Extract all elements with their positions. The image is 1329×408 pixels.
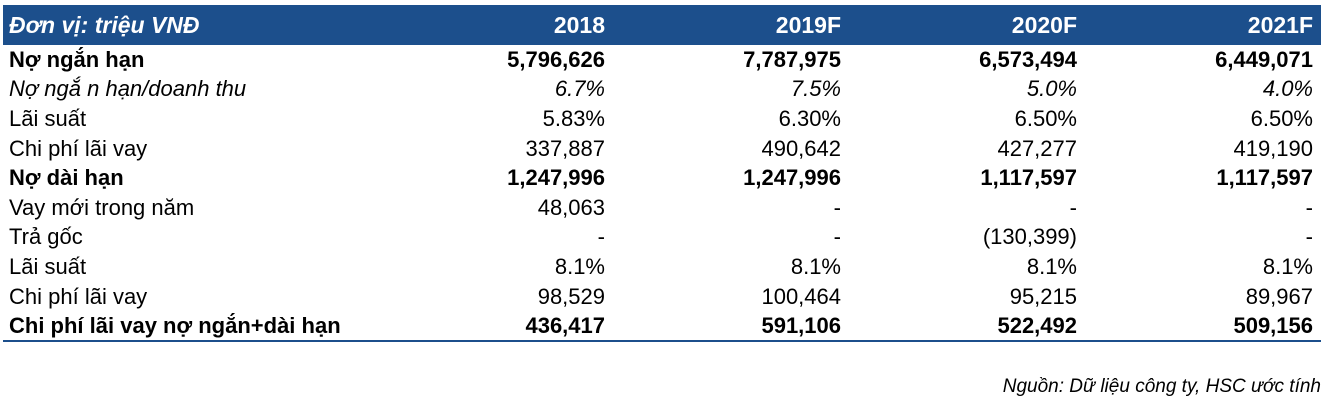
cell-value: 337,887 (525, 135, 605, 161)
cell-value: 98,529 (537, 283, 605, 309)
table-row-short-term-debt-to-revenue: Nợ ngắ n hạn/doanh thu 6.7% 7.5% 5.0% 4.… (3, 75, 1321, 105)
cell-value: 89,967 (1245, 283, 1313, 309)
cell-value: 8.1% (790, 253, 841, 279)
cell-value: 591,106 (613, 311, 849, 342)
unit-label: Đơn vị: triệu VNĐ (9, 11, 200, 38)
cell-value: - (597, 224, 605, 250)
cell-value: - (1305, 194, 1313, 220)
cell-value: - (833, 194, 841, 220)
row-label: Chi phí lãi vay (9, 283, 148, 309)
cell-value: - (1069, 194, 1077, 220)
table-row-total-interest: Chi phí lãi vay nợ ngắn+dài hạn 436,417 … (3, 311, 1321, 342)
cell-value: 419,190 (1233, 135, 1313, 161)
cell-value: 4.0% (1262, 76, 1313, 102)
row-label: Vay mới trong năm (9, 194, 195, 220)
table-row-short-term-rate: Lãi suất 5.83% 6.30% 6.50% 6.50% (3, 104, 1321, 134)
cell-value: 95,215 (1009, 283, 1077, 309)
cell-value: 48,063 (537, 194, 605, 220)
cell-value: 5.0% (1026, 76, 1077, 102)
year-header-2018: 2018 (553, 11, 605, 38)
cell-value: 8.1% (554, 253, 605, 279)
cell-value: 490,642 (761, 135, 841, 161)
cell-value: 1,247,996 (507, 165, 605, 191)
row-label: Lãi suất (9, 253, 87, 279)
row-label: Chi phí lãi vay nợ ngắn+dài hạn (3, 311, 453, 342)
cell-value: 7.5% (790, 76, 841, 102)
cell-value: 100,464 (761, 283, 841, 309)
cell-value: 6.50% (1014, 105, 1077, 131)
cell-value: 436,417 (453, 311, 613, 342)
cell-value: 509,156 (1085, 311, 1321, 342)
cell-value: 6.50% (1250, 105, 1313, 131)
table-row-long-term-debt: Nợ dài hạn 1,247,996 1,247,996 1,117,597… (3, 163, 1321, 193)
year-header-2021f: 2021F (1247, 11, 1313, 38)
table-row-short-term-interest: Chi phí lãi vay 337,887 490,642 427,277 … (3, 134, 1321, 164)
row-label: Lãi suất (9, 105, 87, 131)
cell-value: 6.7% (554, 76, 605, 102)
cell-value: 427,277 (997, 135, 1077, 161)
table-header-row: Đơn vị: triệu VNĐ 2018 2019F 2020F 2021F (3, 5, 1321, 45)
cell-value: 6,573,494 (979, 46, 1077, 72)
year-header-2019f: 2019F (775, 11, 841, 38)
row-label: Chi phí lãi vay (9, 135, 148, 161)
cell-value: - (1305, 224, 1313, 250)
cell-value: (130,399) (982, 224, 1077, 250)
cell-value: 8.1% (1262, 253, 1313, 279)
cell-value: 522,492 (849, 311, 1085, 342)
cell-value: 1,117,597 (1216, 165, 1313, 191)
year-header-2020f: 2020F (1011, 11, 1077, 38)
table-row-principal-repayment: Trả gốc - - (130,399) - (3, 223, 1321, 253)
row-label: Nợ dài hạn (9, 165, 124, 191)
source-note: Nguồn: Dữ liệu công ty, HSC ước tính (1002, 376, 1321, 397)
table-row-long-term-rate: Lãi suất 8.1% 8.1% 8.1% 8.1% (3, 252, 1321, 282)
row-label: Trả gốc (9, 224, 83, 250)
cell-value: 5,796,626 (507, 46, 605, 72)
table-row-short-term-debt: Nợ ngắn hạn 5,796,626 7,787,975 6,573,49… (3, 45, 1321, 75)
table-row-new-borrowing: Vay mới trong năm 48,063 - - - (3, 193, 1321, 223)
row-label: Nợ ngắ n hạn/doanh thu (9, 76, 247, 102)
cell-value: - (833, 224, 841, 250)
cell-value: 1,247,996 (743, 165, 841, 191)
interest-expense-table: Đơn vị: triệu VNĐ 2018 2019F 2020F 2021F… (3, 5, 1321, 342)
cell-value: 5.83% (542, 105, 605, 131)
cell-value: 1,117,597 (980, 165, 1077, 191)
financial-table-container: Đơn vị: triệu VNĐ 2018 2019F 2020F 2021F… (3, 5, 1321, 342)
row-label: Nợ ngắn hạn (9, 46, 145, 72)
cell-value: 8.1% (1026, 253, 1077, 279)
cell-value: 6,449,071 (1215, 46, 1313, 72)
cell-value: 6.30% (778, 105, 841, 131)
table-row-long-term-interest: Chi phí lãi vay 98,529 100,464 95,215 89… (3, 282, 1321, 312)
cell-value: 7,787,975 (743, 46, 841, 72)
